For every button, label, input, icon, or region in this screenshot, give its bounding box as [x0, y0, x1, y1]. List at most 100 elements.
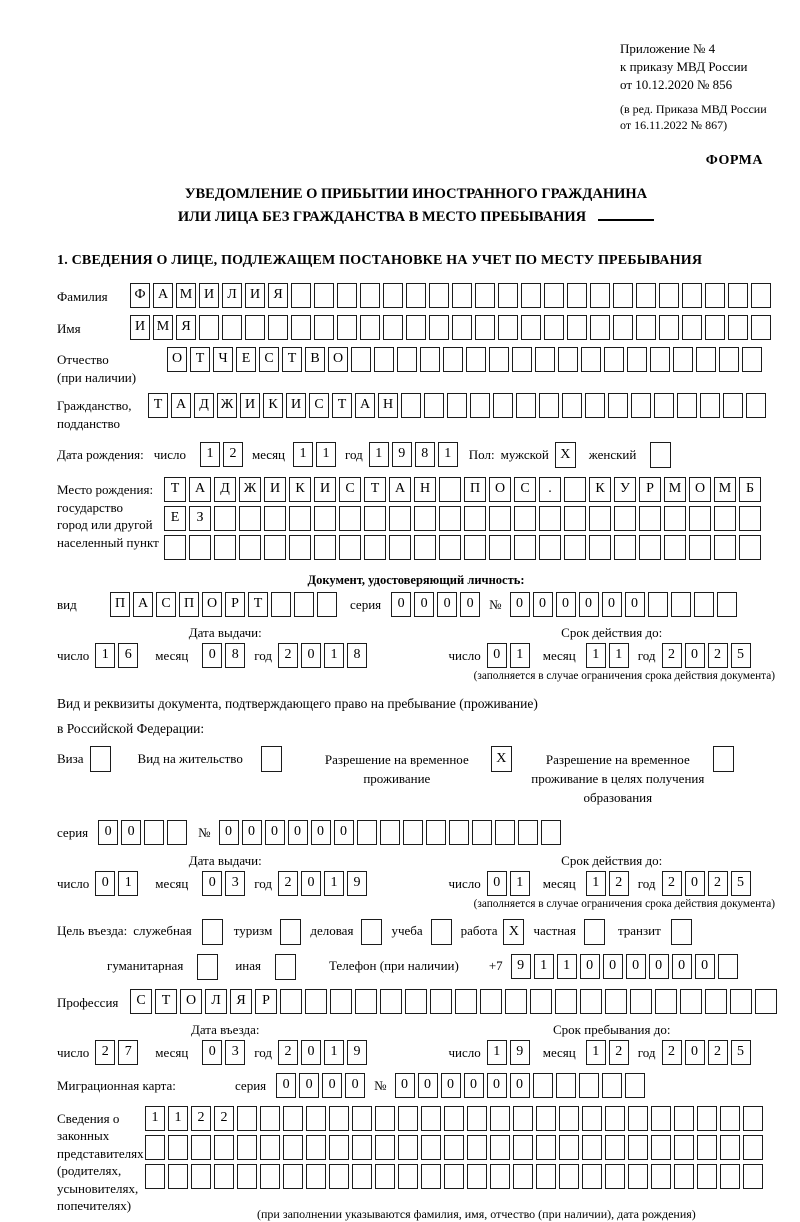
char-cell[interactable]: 0 [624, 592, 645, 618]
char-cell[interactable] [406, 283, 426, 309]
char-cell[interactable]: Р [225, 592, 245, 618]
char-cell[interactable]: Н [414, 477, 436, 503]
char-cell[interactable] [651, 1134, 671, 1160]
char-cell[interactable] [673, 347, 693, 373]
char-cell[interactable] [670, 592, 691, 618]
char-cell[interactable] [425, 819, 446, 845]
char-cell[interactable]: 0 [671, 953, 692, 979]
char-cell[interactable]: 2 [661, 643, 682, 669]
char-cell[interactable] [214, 1134, 234, 1160]
char-cell[interactable] [471, 819, 492, 845]
char-cell[interactable] [664, 506, 686, 532]
char-cell[interactable] [639, 535, 661, 561]
char-cell[interactable] [383, 283, 403, 309]
char-cell[interactable]: 0 [218, 819, 239, 845]
char-cell[interactable] [489, 535, 511, 561]
char-cell[interactable] [317, 592, 337, 618]
char-cell[interactable]: С [309, 393, 329, 419]
char-cell[interactable] [406, 315, 426, 341]
char-cell[interactable]: 0 [121, 819, 142, 845]
char-cell[interactable]: А [153, 283, 173, 309]
char-cell[interactable] [401, 393, 421, 419]
char-cell[interactable] [689, 506, 711, 532]
char-cell[interactable] [429, 315, 449, 341]
char-cell[interactable] [714, 535, 736, 561]
char-cell[interactable] [164, 535, 186, 561]
char-cell[interactable]: . [539, 477, 561, 503]
char-cell[interactable]: П [179, 592, 199, 618]
char-cell[interactable] [521, 283, 541, 309]
char-cell[interactable] [444, 1163, 464, 1189]
char-cell[interactable]: 0 [684, 1039, 705, 1065]
char-cell[interactable]: Ч [213, 347, 233, 373]
char-cell[interactable] [239, 506, 261, 532]
char-cell[interactable]: В [305, 347, 325, 373]
char-cell[interactable] [199, 315, 219, 341]
char-cell[interactable] [697, 1134, 717, 1160]
char-cell[interactable]: 8 [347, 643, 368, 669]
char-cell[interactable] [539, 535, 561, 561]
char-cell[interactable] [329, 1105, 349, 1131]
char-cell[interactable] [339, 506, 361, 532]
char-cell[interactable] [493, 393, 513, 419]
char-cell[interactable] [420, 347, 440, 373]
char-cell[interactable]: 5 [730, 1039, 751, 1065]
char-cell[interactable] [145, 1134, 165, 1160]
char-cell[interactable] [306, 1105, 326, 1131]
purpose-work-checkbox[interactable]: X [503, 918, 525, 945]
char-cell[interactable]: А [189, 477, 211, 503]
char-cell[interactable] [746, 393, 766, 419]
char-cell[interactable] [682, 315, 702, 341]
char-cell[interactable] [260, 1163, 280, 1189]
char-cell[interactable] [585, 393, 605, 419]
char-cell[interactable]: Т [155, 988, 177, 1014]
char-cell[interactable] [191, 1134, 211, 1160]
char-cell[interactable]: 2 [214, 1105, 234, 1131]
char-cell[interactable]: К [263, 393, 283, 419]
char-cell[interactable] [682, 283, 702, 309]
char-cell[interactable] [421, 1163, 441, 1189]
char-cell[interactable]: Е [236, 347, 256, 373]
char-cell[interactable] [730, 988, 752, 1014]
char-cell[interactable] [289, 535, 311, 561]
purpose-humanitarian-checkbox[interactable] [197, 953, 219, 980]
char-cell[interactable]: 1 [199, 442, 220, 468]
char-cell[interactable]: Т [364, 477, 386, 503]
char-cell[interactable] [605, 1134, 625, 1160]
char-cell[interactable] [627, 347, 647, 373]
char-cell[interactable] [636, 283, 656, 309]
char-cell[interactable] [580, 988, 602, 1014]
char-cell[interactable] [716, 592, 737, 618]
char-cell[interactable] [283, 1163, 303, 1189]
char-cell[interactable] [398, 1105, 418, 1131]
char-cell[interactable]: Ф [130, 283, 150, 309]
char-cell[interactable] [555, 1072, 576, 1098]
char-cell[interactable] [191, 1163, 211, 1189]
char-cell[interactable] [360, 315, 380, 341]
char-cell[interactable] [530, 988, 552, 1014]
char-cell[interactable]: Я [230, 988, 252, 1014]
char-cell[interactable] [544, 283, 564, 309]
char-cell[interactable]: 0 [486, 870, 507, 896]
char-cell[interactable] [352, 1134, 372, 1160]
char-cell[interactable] [314, 315, 334, 341]
char-cell[interactable] [605, 988, 627, 1014]
char-cell[interactable]: М [714, 477, 736, 503]
char-cell[interactable] [329, 1163, 349, 1189]
sex-female-checkbox[interactable] [650, 442, 672, 469]
char-cell[interactable]: 1 [533, 953, 554, 979]
char-cell[interactable]: 0 [437, 592, 458, 618]
char-cell[interactable] [521, 315, 541, 341]
char-cell[interactable]: Т [248, 592, 268, 618]
char-cell[interactable] [505, 988, 527, 1014]
char-cell[interactable] [239, 535, 261, 561]
char-cell[interactable] [742, 347, 762, 373]
char-cell[interactable] [717, 953, 738, 979]
char-cell[interactable] [264, 506, 286, 532]
char-cell[interactable]: Т [164, 477, 186, 503]
char-cell[interactable] [144, 819, 165, 845]
char-cell[interactable]: П [110, 592, 130, 618]
char-cell[interactable] [280, 988, 302, 1014]
char-cell[interactable]: Я [176, 315, 196, 341]
char-cell[interactable]: 1 [168, 1105, 188, 1131]
